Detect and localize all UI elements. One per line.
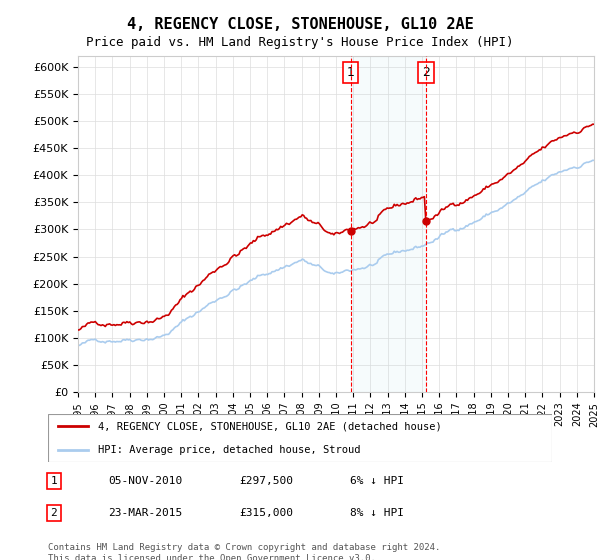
Text: 4, REGENCY CLOSE, STONEHOUSE, GL10 2AE (detached house): 4, REGENCY CLOSE, STONEHOUSE, GL10 2AE (… (98, 421, 442, 431)
Text: 05-NOV-2010: 05-NOV-2010 (109, 476, 183, 486)
Text: Price paid vs. HM Land Registry's House Price Index (HPI): Price paid vs. HM Land Registry's House … (86, 36, 514, 49)
Text: 2: 2 (50, 508, 57, 518)
Text: 4, REGENCY CLOSE, STONEHOUSE, GL10 2AE: 4, REGENCY CLOSE, STONEHOUSE, GL10 2AE (127, 17, 473, 32)
Text: 23-MAR-2015: 23-MAR-2015 (109, 508, 183, 518)
Text: HPI: Average price, detached house, Stroud: HPI: Average price, detached house, Stro… (98, 445, 361, 455)
Text: 6% ↓ HPI: 6% ↓ HPI (350, 476, 404, 486)
Text: 1: 1 (50, 476, 57, 486)
Text: Contains HM Land Registry data © Crown copyright and database right 2024.
This d: Contains HM Land Registry data © Crown c… (48, 543, 440, 560)
Text: 2: 2 (422, 66, 430, 79)
FancyBboxPatch shape (48, 414, 552, 462)
Bar (350, 56, 426, 392)
Text: 8% ↓ HPI: 8% ↓ HPI (350, 508, 404, 518)
Text: £315,000: £315,000 (239, 508, 293, 518)
Text: £297,500: £297,500 (239, 476, 293, 486)
Text: 1: 1 (347, 66, 355, 79)
